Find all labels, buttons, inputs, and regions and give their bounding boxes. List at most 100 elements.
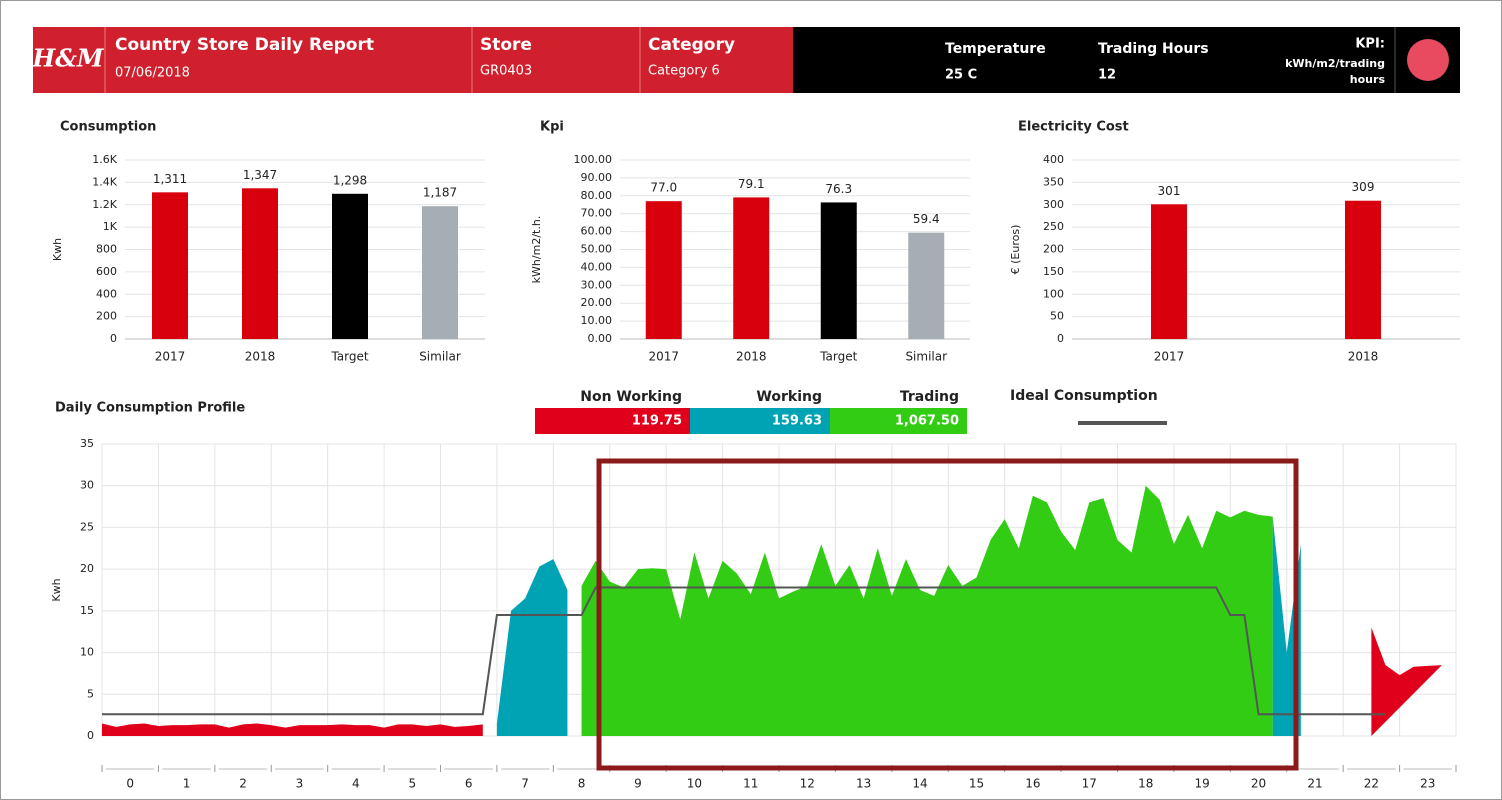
y-tick-label: 50.00: [581, 243, 613, 256]
x-tick-label: 23: [1420, 777, 1435, 791]
y-tick-label: 1.6K: [92, 153, 117, 166]
y-axis-label: Kwh: [51, 238, 64, 261]
x-tick-label: 2018: [736, 350, 767, 364]
x-tick-label: 1: [183, 777, 191, 791]
x-tick-label: 22: [1364, 777, 1379, 791]
x-tick-label: 11: [743, 777, 758, 791]
y-tick-label: 100: [1043, 287, 1064, 300]
x-tick-label: 8: [578, 777, 586, 791]
kpi-label: KPI:: [1355, 37, 1385, 52]
x-tick-label: 15: [969, 777, 984, 791]
y-tick-label: 10.00: [581, 314, 613, 327]
bar: [242, 188, 278, 339]
data-label: 309: [1352, 180, 1375, 194]
report-title: Country Store Daily Report: [115, 35, 374, 55]
y-tick-label: 5: [87, 687, 94, 700]
y-tick-label: 0: [1057, 332, 1064, 345]
y-tick-label: 25: [80, 520, 94, 533]
y-tick-label: 30: [80, 479, 94, 492]
x-tick-label: 18: [1138, 777, 1153, 791]
legend-label: Working: [756, 389, 822, 405]
area: [496, 559, 568, 736]
y-tick-label: 20: [80, 562, 94, 575]
y-tick-label: 400: [1043, 153, 1064, 166]
bar: [820, 202, 857, 339]
y-tick-label: 150: [1043, 265, 1064, 278]
y-tick-label: 60.00: [581, 225, 613, 238]
bar: [332, 193, 368, 339]
y-tick-label: 600: [96, 265, 117, 278]
data-label: 79.1: [738, 177, 765, 191]
legend-total: 1,067.50: [895, 414, 959, 429]
y-tick-label: 0: [87, 729, 94, 742]
x-tick-label: 16: [1025, 777, 1040, 791]
highlight-box: [596, 458, 1299, 771]
store-label: Store: [480, 35, 532, 55]
line: [102, 586, 1386, 716]
x-tick-label: 2: [239, 777, 247, 791]
y-tick-label: 0.00: [588, 332, 613, 345]
header: H&M Country Store Daily Report 07/06/201…: [32, 27, 1460, 93]
y-tick-label: 30.00: [581, 278, 613, 291]
data-label: 59.4: [913, 212, 940, 226]
x-tick-label: Target: [330, 350, 368, 364]
data-label: 1,298: [333, 173, 367, 187]
data-label: 301: [1158, 184, 1181, 198]
legend-swatch: [830, 408, 967, 434]
legend-label: Non Working: [580, 389, 682, 405]
x-tick-label: 17: [1082, 777, 1097, 791]
y-tick-label: 90.00: [581, 171, 613, 184]
y-axis-label: € (Euros): [1009, 225, 1022, 275]
report-date: 07/06/2018: [115, 66, 190, 81]
area: [1371, 627, 1442, 736]
y-tick-label: 400: [96, 287, 117, 300]
y-tick-label: 200: [1043, 243, 1064, 256]
x-tick-label: 14: [912, 777, 927, 791]
y-tick-label: 15: [80, 604, 94, 617]
charts: 02004006008001K1.2K1.4K1.6KConsumptionKw…: [50, 120, 1460, 791]
y-tick-label: 1K: [103, 220, 118, 233]
x-tick-label: Similar: [905, 350, 947, 364]
chart-title: Electricity Cost: [1018, 120, 1129, 135]
kpi-unit: kWh/m2/trading: [1285, 57, 1385, 70]
y-tick-label: 100.00: [574, 153, 613, 166]
chart-title: Daily Consumption Profile: [55, 401, 245, 416]
x-tick-label: 19: [1194, 777, 1209, 791]
x-tick-label: 9: [634, 777, 642, 791]
trading-hours-label: Trading Hours: [1098, 41, 1209, 57]
y-tick-label: 70.00: [581, 207, 613, 220]
x-tick-label: 7: [521, 777, 529, 791]
x-tick-label: Target: [819, 350, 857, 364]
legend-swatch: [690, 408, 830, 434]
area: [581, 485, 1273, 736]
x-tick-label: 4: [352, 777, 360, 791]
legend-label: Trading: [900, 389, 959, 405]
kpi-unit: hours: [1350, 73, 1386, 86]
y-tick-label: 50: [1050, 310, 1064, 323]
header-red: [33, 27, 793, 93]
data-label: 76.3: [825, 182, 852, 196]
kpi-indicator: [1407, 39, 1449, 81]
y-tick-label: 0: [110, 332, 117, 345]
y-tick-label: 1.2K: [92, 198, 117, 211]
x-tick-label: 2018: [1348, 350, 1379, 364]
bar: [1345, 200, 1381, 339]
x-tick-label: 2017: [1154, 350, 1185, 364]
data-label: 1,347: [243, 168, 277, 182]
y-tick-label: 300: [1043, 198, 1064, 211]
y-tick-label: 250: [1043, 220, 1064, 233]
y-tick-label: 35: [80, 437, 94, 450]
legend-swatch: [535, 408, 690, 434]
y-tick-label: 40.00: [581, 260, 613, 273]
x-tick-label: 2017: [155, 350, 186, 364]
bar: [152, 192, 188, 339]
logo: H&M: [32, 44, 105, 73]
temperature-label: Temperature: [945, 41, 1046, 57]
y-tick-label: 20.00: [581, 296, 613, 309]
legend-label: Ideal Consumption: [1010, 388, 1158, 404]
x-tick-label: 6: [465, 777, 473, 791]
x-tick-label: 3: [296, 777, 304, 791]
data-label: 1,187: [423, 186, 457, 200]
